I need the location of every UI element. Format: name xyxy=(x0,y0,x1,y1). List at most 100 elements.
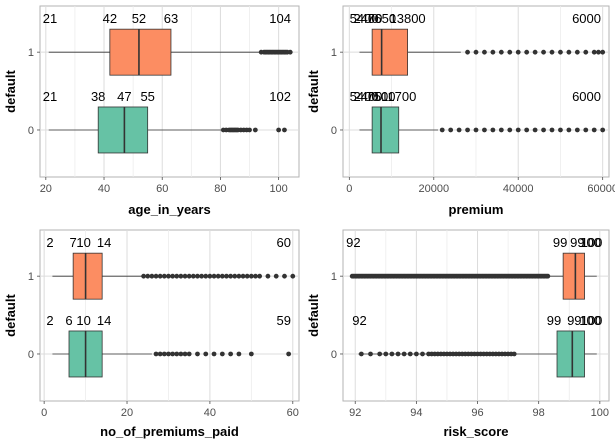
x-tick-label: 98 xyxy=(533,407,545,419)
outlier-point xyxy=(596,49,601,55)
outlier-point xyxy=(515,49,521,55)
outlier-point xyxy=(153,273,159,279)
stat-label: 100 xyxy=(579,313,601,328)
x-tick-label: 100 xyxy=(269,183,287,195)
outlier-point xyxy=(157,273,163,279)
box-group-1: 21 42 52 63 104 xyxy=(43,11,293,76)
outlier-point xyxy=(290,273,296,279)
x-tick-label: 40 xyxy=(98,183,110,195)
stat-label: 92 xyxy=(352,313,366,328)
outlier-point xyxy=(170,351,176,357)
chart-panel-0: 20 40 60 80 100 1 0 age_in_years default 21 42 52 63… xyxy=(3,5,300,217)
outlier-point xyxy=(583,49,589,55)
outlier-point xyxy=(541,127,546,133)
x-tick-label: 94 xyxy=(410,407,422,419)
outlier-point xyxy=(161,273,167,279)
stat-label: 99 xyxy=(553,235,567,250)
x-tick-label: 0 xyxy=(41,407,47,419)
stat-label: 38 xyxy=(91,89,105,104)
y-tick-label: 0 xyxy=(331,125,337,137)
outlier-point xyxy=(395,351,401,357)
stat-label: 7500 xyxy=(367,89,396,104)
y-tick-label: 0 xyxy=(28,125,34,137)
x-tick-label: 92 xyxy=(349,407,361,419)
outlier-point xyxy=(149,273,155,279)
stat-label: 13800 xyxy=(390,11,426,26)
outlier-point xyxy=(473,49,479,55)
outlier-point xyxy=(532,127,538,133)
outlier-point xyxy=(228,273,234,279)
stat-label: 5400 xyxy=(350,89,379,104)
box-iqr xyxy=(371,28,408,76)
box-group-1: 2 7 10 14 60 xyxy=(46,235,296,300)
outlier-point xyxy=(524,127,530,133)
outlier-point xyxy=(195,351,200,357)
outlier-point xyxy=(265,273,271,279)
x-tick-label: 20 xyxy=(40,183,52,195)
stat-label: 6000 xyxy=(572,11,601,26)
x-tick-label: 20000 xyxy=(418,183,449,195)
outlier-point xyxy=(515,127,521,133)
outlier-point xyxy=(498,127,504,133)
outlier-point xyxy=(228,351,234,357)
outlier-point xyxy=(465,127,470,133)
stat-label: 104 xyxy=(269,11,291,26)
outlier-point xyxy=(211,273,217,279)
outlier-point xyxy=(199,273,205,279)
outlier-point xyxy=(377,351,383,357)
outlier-point xyxy=(558,127,563,133)
outlier-point xyxy=(240,273,246,279)
stat-label: 47 xyxy=(117,89,131,104)
outlier-point xyxy=(248,351,254,357)
outlier-point xyxy=(211,351,217,357)
outlier-point xyxy=(600,49,606,55)
outlier-point xyxy=(498,49,504,55)
stat-label: 99 xyxy=(567,313,581,328)
x-tick-label: 60000 xyxy=(587,183,615,195)
x-tick-label: 20 xyxy=(121,407,133,419)
x-tick-label: 96 xyxy=(471,407,483,419)
x-tick-label: 0 xyxy=(346,183,352,195)
outlier-point xyxy=(541,49,546,55)
x-axis-title: age_in_years xyxy=(128,202,210,217)
outlier-point xyxy=(545,273,551,279)
outlier-point xyxy=(507,49,513,55)
outlier-point xyxy=(182,273,188,279)
outlier-point xyxy=(186,351,192,357)
outlier-point xyxy=(591,49,597,55)
outlier-point xyxy=(282,127,287,133)
box-iqr xyxy=(97,106,149,154)
outlier-point xyxy=(232,273,238,279)
stat-label: 10 xyxy=(76,313,90,328)
x-axis-title: premium xyxy=(449,202,504,217)
outlier-point xyxy=(591,127,597,133)
y-tick-label: 1 xyxy=(28,47,34,59)
stat-label: 2400 xyxy=(353,11,382,26)
stat-label: 21 xyxy=(43,11,57,26)
outlier-point xyxy=(247,127,252,133)
outlier-point xyxy=(166,351,171,357)
outlier-point xyxy=(549,127,555,133)
outlier-point xyxy=(286,351,292,357)
outlier-point xyxy=(141,273,147,279)
y-tick-label: 1 xyxy=(331,47,337,59)
outlier-point xyxy=(203,351,209,357)
stat-label: 99 xyxy=(547,313,561,328)
outlier-point xyxy=(190,273,196,279)
y-axis-title: default xyxy=(3,70,18,113)
box-iqr xyxy=(109,28,172,76)
outlier-point xyxy=(383,351,389,357)
outlier-point xyxy=(358,351,364,357)
x-tick-label: 60 xyxy=(156,183,168,195)
outlier-point xyxy=(507,127,513,133)
outlier-point xyxy=(248,273,254,279)
x-tick-label: 60 xyxy=(287,407,299,419)
outlier-point xyxy=(511,351,517,357)
outlier-point xyxy=(161,351,167,357)
outlier-point xyxy=(532,49,538,55)
box-iqr xyxy=(562,252,585,300)
outlier-point xyxy=(448,127,454,133)
stat-label: 99 xyxy=(570,235,584,250)
